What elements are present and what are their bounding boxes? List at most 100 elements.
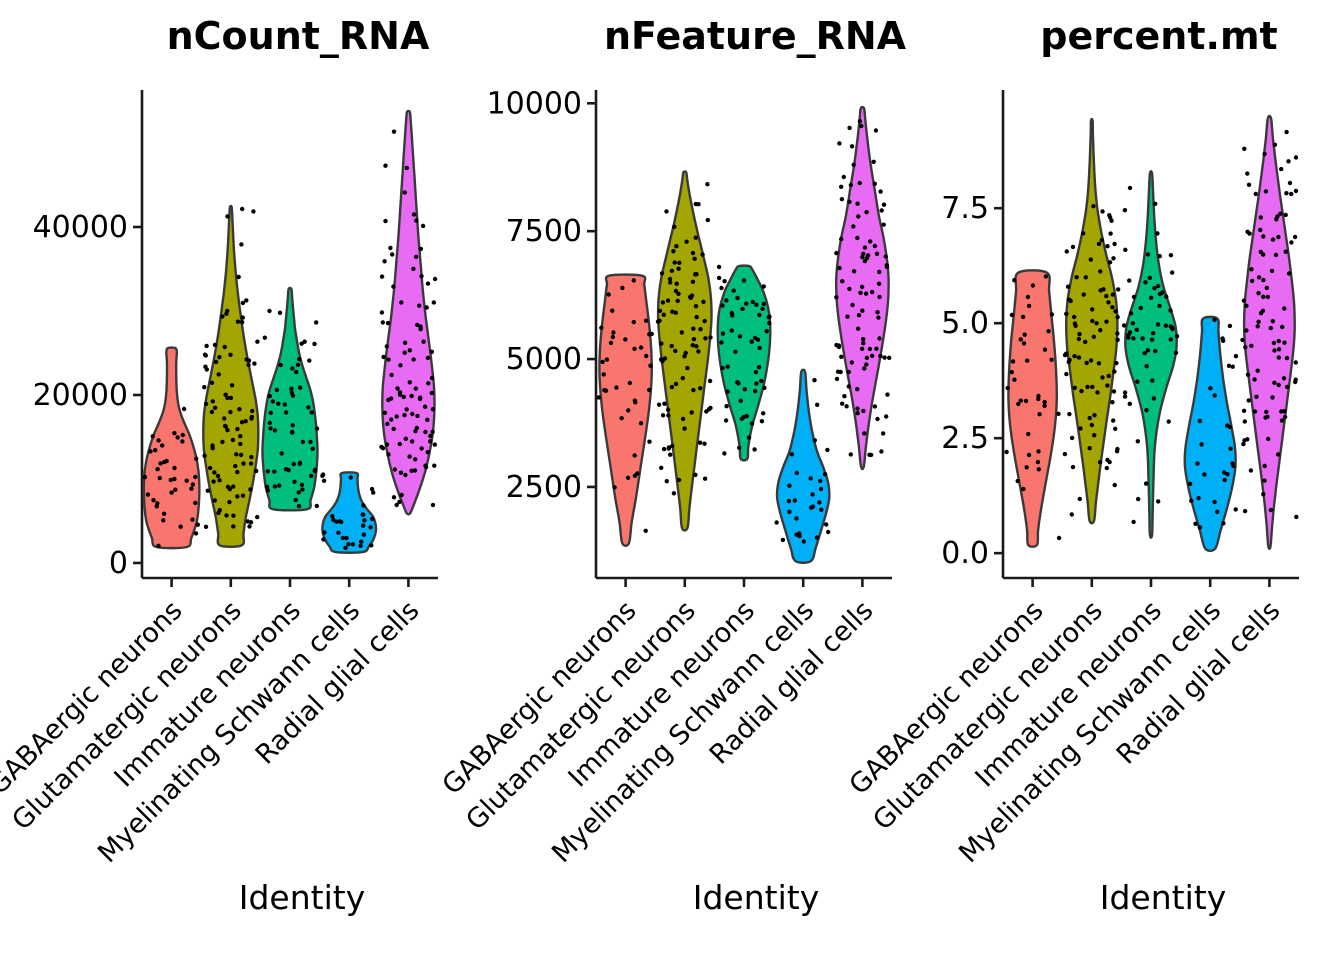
- jitter-point: [1018, 398, 1023, 403]
- jitter-point: [237, 407, 242, 412]
- jitter-point: [666, 407, 671, 412]
- jitter-point: [720, 331, 726, 336]
- jitter-point: [881, 431, 886, 436]
- jitter-point: [1255, 324, 1260, 329]
- jitter-point: [719, 285, 724, 291]
- jitter-points-myelinating-schwann-cells: [320, 472, 376, 550]
- jitter-point: [270, 399, 276, 404]
- jitter-point: [1293, 379, 1298, 385]
- jitter-point: [719, 340, 724, 345]
- jitter-point: [881, 222, 886, 227]
- jitter-point: [360, 523, 366, 528]
- jitter-point: [1258, 227, 1263, 233]
- jitter-point: [1276, 234, 1281, 240]
- jitter-point: [1221, 521, 1226, 526]
- jitter-point: [834, 376, 840, 382]
- jitter-point: [350, 542, 356, 547]
- jitter-point: [620, 285, 625, 291]
- violin-gabaergic-neurons: [1007, 269, 1059, 548]
- jitter-point: [1233, 507, 1238, 512]
- jitter-point: [1261, 492, 1266, 497]
- jitter-point: [859, 284, 865, 290]
- jitter-point: [1110, 305, 1115, 310]
- jitter-point: [307, 358, 312, 363]
- jitter-point: [429, 390, 434, 396]
- jitter-point: [428, 433, 433, 439]
- jitter-point: [202, 385, 207, 390]
- jitter-point: [397, 392, 403, 397]
- jitter-point: [1262, 151, 1267, 157]
- jitter-point: [674, 281, 679, 286]
- jitter-point: [673, 381, 679, 387]
- jitter-point: [752, 447, 757, 452]
- jitter-point: [1157, 303, 1162, 309]
- jitter-point: [1049, 312, 1055, 317]
- jitter-point: [1233, 354, 1239, 359]
- jitter-point: [291, 461, 296, 467]
- jitter-point: [879, 208, 884, 213]
- jitter-point: [1009, 312, 1015, 318]
- jitter-point: [262, 335, 267, 340]
- jitter-point: [222, 416, 227, 421]
- jitter-point: [336, 530, 341, 535]
- jitter-point: [425, 450, 430, 455]
- jitter-point: [180, 432, 185, 438]
- jitter-point: [276, 401, 281, 406]
- jitter-point: [1104, 319, 1109, 324]
- jitter-point: [851, 269, 857, 274]
- jitter-point: [789, 452, 795, 457]
- jitter-point: [1025, 294, 1031, 300]
- jitter-point: [839, 354, 844, 359]
- violin-immature-neurons: [1124, 169, 1178, 539]
- jitter-point: [407, 348, 412, 353]
- jitter-point: [673, 288, 679, 294]
- jitter-point: [876, 281, 882, 286]
- jitter-point: [1149, 337, 1155, 342]
- jitter-point: [216, 372, 221, 377]
- jitter-point: [599, 325, 604, 330]
- jitter-point: [272, 484, 277, 489]
- jitter-points-radial-glial-cells: [1240, 129, 1299, 520]
- jitter-point: [391, 129, 397, 134]
- jitter-point: [786, 499, 792, 504]
- jitter-point: [203, 364, 208, 369]
- jitter-point: [1023, 398, 1029, 404]
- jitter-point: [172, 465, 177, 471]
- jitter-point: [1012, 377, 1017, 382]
- jitter-point: [331, 517, 336, 522]
- jitter-point: [255, 514, 260, 520]
- jitter-point: [1262, 463, 1267, 469]
- jitter-point: [864, 355, 870, 361]
- jitter-point: [418, 246, 424, 252]
- jitter-point: [737, 445, 742, 450]
- jitter-point: [369, 486, 375, 492]
- jitter-point: [818, 478, 823, 484]
- jitter-point: [676, 477, 682, 483]
- jitter-point: [851, 162, 856, 167]
- panel-title-percent-mt: percent.mt: [1040, 14, 1278, 58]
- jitter-point: [368, 525, 373, 530]
- jitter-point: [631, 278, 636, 283]
- jitter-point: [677, 260, 682, 265]
- jitter-point: [225, 308, 230, 314]
- jitter-point: [1081, 231, 1086, 236]
- jitter-point: [418, 324, 423, 329]
- jitter-point: [1245, 372, 1251, 377]
- jitter-point: [407, 380, 412, 385]
- jitter-point: [1111, 389, 1117, 394]
- jitter-point: [222, 344, 227, 350]
- jitter-point: [691, 337, 697, 342]
- jitter-point: [1156, 283, 1161, 289]
- jitter-point: [209, 380, 215, 385]
- jitter-point: [386, 357, 391, 362]
- jitter-point: [881, 202, 887, 207]
- jitter-point: [231, 484, 236, 489]
- jitter-point: [752, 335, 758, 341]
- jitter-point: [240, 315, 245, 320]
- jitter-point: [1022, 332, 1027, 337]
- jitter-point: [1143, 280, 1148, 285]
- jitter-point: [1138, 305, 1144, 311]
- jitter-point: [767, 320, 772, 326]
- jitter-point: [1261, 234, 1266, 239]
